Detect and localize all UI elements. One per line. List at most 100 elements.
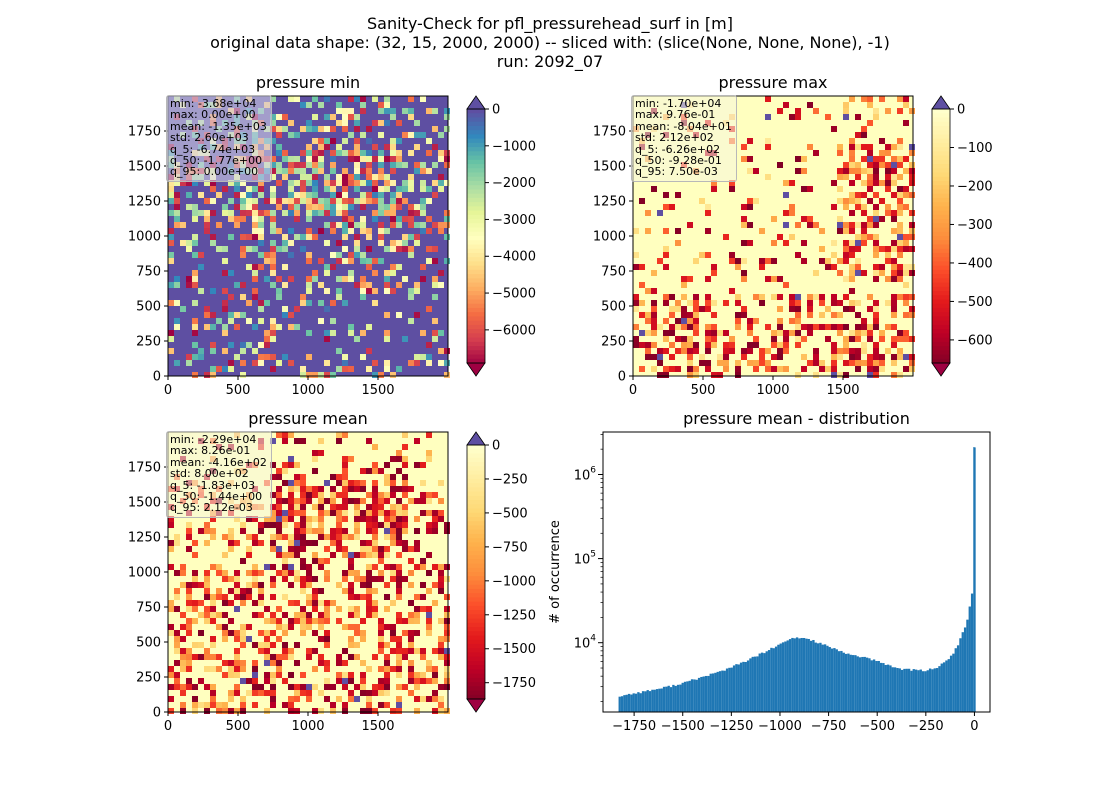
heatmap-cell [300,534,306,540]
heatmap-cell [432,276,438,282]
heatmap-cell [390,630,396,636]
heatmap-cell [873,354,879,360]
heatmap-cell [861,144,867,150]
heatmap-cell [897,246,903,252]
heatmap-cell [645,330,651,336]
heatmap-cell [390,372,396,378]
heatmap-cell [294,438,300,444]
histogram-bar [963,627,967,712]
heatmap-cell [438,480,444,486]
histogram-bar [914,669,918,712]
heatmap-cell [372,516,378,522]
heatmap-cell [288,486,294,492]
colorbar-segment [932,252,950,258]
heatmap-cell [813,354,819,360]
heatmap-cell [204,372,210,378]
heatmap-cell [408,234,414,240]
heatmap-cell [342,576,348,582]
heatmap-cell [849,162,855,168]
colorbar-segment [467,474,485,480]
heatmap-cell [288,312,294,318]
heatmap-cell [663,348,669,354]
heatmap-cell [264,522,270,528]
colorbar-segment [932,214,950,220]
heatmap-cell [813,222,819,228]
heatmap-cell [330,318,336,324]
heatmap-cell [705,366,711,372]
heatmap-cell [258,642,264,648]
histogram-bar [746,660,750,712]
colorbar-segment [467,236,485,241]
heatmap-cell [216,588,222,594]
heatmap-cell [867,174,873,180]
heatmap-cell [426,450,432,456]
stats-line: q_50: -9.28e-01 [635,154,722,168]
heatmap-cell [384,534,390,540]
heatmap-cell [438,696,444,702]
histogram-bar [735,664,738,712]
heatmap-cell [396,282,402,288]
heatmap-cell [360,690,366,696]
heatmap-cell [354,114,360,120]
heatmap-cell [228,666,234,672]
heatmap-cell [216,594,222,600]
heatmap-cell [198,600,204,606]
heatmap-cell [360,582,366,588]
heatmap-cell [861,156,867,162]
heatmap-cell [390,246,396,252]
heatmap-cell [747,240,753,246]
heatmap-cell [312,504,318,510]
heatmap-cell [378,468,384,474]
heatmap-cell [366,348,372,354]
heatmap-cell [849,210,855,216]
heatmap-cell [420,492,426,498]
heatmap-cell [306,582,312,588]
heatmap-cell [324,330,330,336]
heatmap-cell [384,144,390,150]
heatmap-cell [729,348,735,354]
heatmap-cell [336,696,342,702]
heatmap-cell [288,684,294,690]
heatmap-cell [342,486,348,492]
heatmap-cell [342,684,348,690]
heatmap-cell [402,486,408,492]
heatmap-cell [783,102,789,108]
heatmap-cell [168,672,174,678]
heatmap-cell [282,534,288,540]
heatmap-cell [651,300,657,306]
heatmap-cell [366,690,372,696]
heatmap-cell [402,276,408,282]
heatmap-cell [372,192,378,198]
heatmap-cell [903,102,909,108]
heatmap-cell [414,648,420,654]
histogram-bar [679,684,682,712]
heatmap-cell [168,192,174,198]
heatmap-cell [729,336,735,342]
heatmap-cell [378,198,384,204]
heatmap-cell [420,204,426,210]
heatmap-cell [747,330,753,336]
heatmap-cell [330,198,336,204]
heatmap-cell [753,336,759,342]
heatmap-cell [855,258,861,264]
heatmap-cell [234,576,240,582]
heatmap-cell [843,108,849,114]
heatmap-cell [390,510,396,516]
heatmap-cell [300,498,306,504]
heatmap-cell [240,594,246,600]
heatmap-cell [426,108,432,114]
heatmap-cell [246,552,252,558]
histogram-panel: pressure mean - distribution−1750 −1500 −1… [548,409,991,734]
heatmap-cell [366,366,372,372]
heatmap-cell [693,330,699,336]
histogram-bar [844,653,848,712]
heatmap-cell [264,654,270,660]
heatmap-cell [741,348,747,354]
heatmap-cell [837,270,843,276]
heatmap-cell [306,654,312,660]
histogram-bar [618,696,621,712]
heatmap-cell [669,294,675,300]
heatmap-cell [270,174,276,180]
heatmap-cell [252,348,258,354]
heatmap-cell [234,708,240,714]
